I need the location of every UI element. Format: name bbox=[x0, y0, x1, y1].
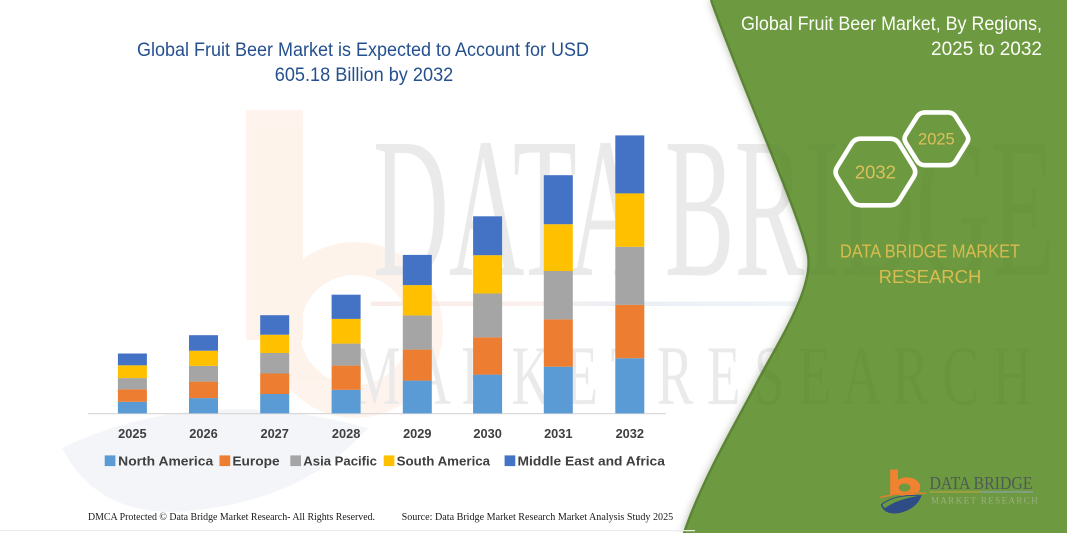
svg-text:2028: 2028 bbox=[332, 426, 360, 441]
svg-text:DATA BRIDGE: DATA BRIDGE bbox=[930, 473, 1033, 493]
svg-text:MARKET RESEARCH: MARKET RESEARCH bbox=[931, 496, 1039, 506]
svg-text:2032: 2032 bbox=[616, 426, 644, 441]
svg-text:2025: 2025 bbox=[118, 426, 146, 441]
svg-text:RESEARCH: RESEARCH bbox=[879, 266, 982, 287]
svg-text:2031: 2031 bbox=[544, 426, 572, 441]
svg-text:2027: 2027 bbox=[260, 426, 288, 441]
svg-text:2025: 2025 bbox=[918, 131, 955, 149]
svg-text:Europe: Europe bbox=[232, 453, 279, 468]
svg-text:DATA BRIDGE MARKET: DATA BRIDGE MARKET bbox=[840, 241, 1020, 262]
svg-text:DMCA Protected © Data Bridge M: DMCA Protected © Data Bridge Market Rese… bbox=[88, 511, 375, 523]
svg-text:Source: Data Bridge Market Res: Source: Data Bridge Market Research Mark… bbox=[402, 511, 674, 523]
svg-text:2030: 2030 bbox=[473, 426, 501, 441]
svg-text:North America: North America bbox=[118, 453, 214, 468]
svg-text:2026: 2026 bbox=[189, 426, 217, 441]
svg-text:Global Fruit Beer Market is Ex: Global Fruit Beer Market is Expected to … bbox=[137, 40, 589, 61]
svg-text:605.18 Billion by 2032: 605.18 Billion by 2032 bbox=[275, 65, 454, 86]
svg-text:2029: 2029 bbox=[403, 426, 431, 441]
svg-text:Asia Pacific: Asia Pacific bbox=[303, 453, 377, 468]
svg-text:2032: 2032 bbox=[855, 162, 896, 183]
svg-text:South America: South America bbox=[397, 453, 491, 468]
svg-text:2025 to 2032: 2025 to 2032 bbox=[931, 39, 1042, 60]
svg-text:Global Fruit Beer Market, By R: Global Fruit Beer Market, By Regions, bbox=[741, 14, 1042, 35]
svg-text:Middle East and Africa: Middle East and Africa bbox=[518, 453, 666, 468]
